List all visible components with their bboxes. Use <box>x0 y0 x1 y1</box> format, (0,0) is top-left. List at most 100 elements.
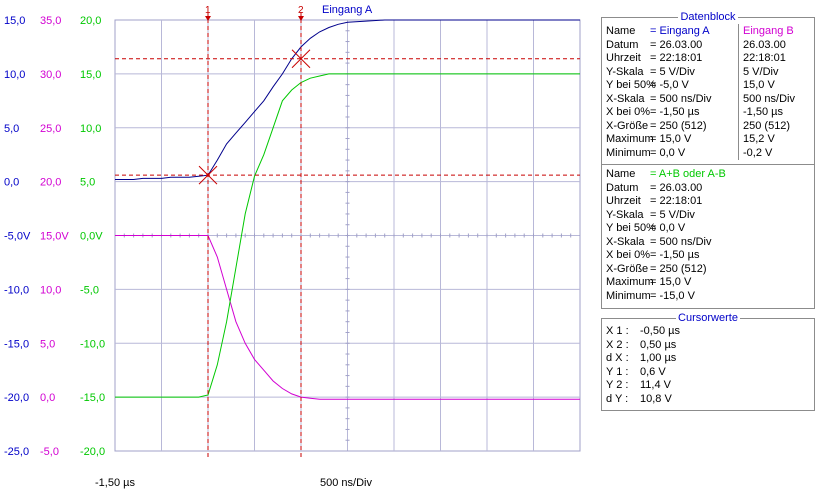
y-tick-label-magenta: 25,0 <box>40 123 61 135</box>
datenblock-label: Y bei 50% <box>606 222 656 234</box>
y-tick-label-blue: -20,0 <box>4 392 29 404</box>
datenblock-value-b: 15,0 V <box>743 79 775 91</box>
y-tick-label-magenta: 35,0 <box>40 15 61 27</box>
datenblock-value-b: 22:18:01 <box>743 52 786 64</box>
cursor-value-label: d X : <box>606 352 629 364</box>
datenblock-label: X-Skala <box>606 235 645 248</box>
datenblock-value-a: = 15,0 V <box>650 133 692 145</box>
y-tick-label-blue: 15,0 <box>4 15 25 27</box>
datenblock-value-a: = -1,50 µs <box>650 106 700 118</box>
datenblock-label: X-Größe <box>606 262 649 275</box>
y-tick-label-blue: -15,0 <box>4 338 29 350</box>
datenblock-value-math: = 5 V/Div <box>650 208 695 221</box>
cursorwerte-panel: Cursorwerte X 1 : -0,50 µs X 2 : 0,50 µs d … <box>601 312 815 411</box>
x-div-label: 500 ns/Div <box>320 477 372 489</box>
y-tick-label-green: 20,0 <box>80 15 101 27</box>
datenblock-value-math: = 15,0 V <box>650 276 692 288</box>
datenblock-value-a: = 0,0 V <box>650 146 686 159</box>
datenblock-value-a: = Eingang A <box>650 25 710 37</box>
y-tick-label-magenta: 5,0 <box>40 338 55 350</box>
datenblock-label: Maximum <box>606 276 654 288</box>
datenblock-value-a: = -5,0 V <box>650 79 689 91</box>
cursor-number-label: 1 <box>205 5 211 16</box>
datenblock-value-math: = 26.03.00 <box>650 181 703 194</box>
datenblock-label: Uhrzeit <box>606 52 641 64</box>
datenblock-value-b: 5 V/Div <box>743 65 779 78</box>
datenblock-value-b: -0,2 V <box>743 146 773 159</box>
datenblock-value-math: = -1,50 µs <box>650 249 700 261</box>
cursor-value: 1,00 µs <box>640 352 677 364</box>
cursor-value: 11,4 V <box>640 379 671 391</box>
datenblock-label: Uhrzeit <box>606 195 641 207</box>
y-tick-label-blue: -25,0 <box>4 446 29 458</box>
datenblock-label: Name <box>606 25 636 37</box>
datenblock-label: Minimum <box>606 146 651 159</box>
y-tick-label-green: 10,0 <box>80 123 101 135</box>
cursor-value: -0,50 µs <box>640 325 680 337</box>
cursor-marker <box>298 16 304 21</box>
y-tick-label-green: 0,0V <box>80 231 103 243</box>
trace-title: Eingang A <box>322 4 373 16</box>
datenblock-value-math: = -15,0 V <box>650 289 695 302</box>
y-tick-label-green: 5,0 <box>80 177 95 189</box>
datenblock-value-b: 250 (512) <box>743 119 791 132</box>
y-tick-label-blue: -10,0 <box>4 284 29 296</box>
trace-math <box>115 73 580 398</box>
cursor-value: 0,50 µs <box>640 338 677 351</box>
oscilloscope-plot[interactable]: 15,010,05,00,0-5,0V-10,0-15,0-20,0-25,03… <box>0 0 600 493</box>
y-tick-label-blue: -5,0V <box>4 231 31 243</box>
cursorwerte-title: Cursorwerte <box>676 312 740 324</box>
y-tick-label-magenta: 20,0 <box>40 177 61 189</box>
datenblock-value-b: 26.03.00 <box>743 38 786 51</box>
datenblock-value-a: = 250 (512) <box>650 119 707 132</box>
datenblock-label: X-Skala <box>606 92 645 105</box>
datenblock-value-a: = 5 V/Div <box>650 65 695 78</box>
datenblock-label: Minimum <box>606 289 651 302</box>
cursor-value: 0,6 V <box>640 365 666 378</box>
cursor-cross <box>198 165 218 185</box>
datenblock-panel: Datenblock Name = Eingang A Eingang B Datum… <box>601 11 815 309</box>
y-tick-label-magenta: 0,0 <box>40 392 55 404</box>
x-start-label: -1,50 µs <box>95 477 135 489</box>
datenblock-value-b: 15,2 V <box>743 133 775 145</box>
datenblock-value-math: = 250 (512) <box>650 262 707 275</box>
cursor-value-label: X 2 : <box>606 338 629 351</box>
cursor-marker <box>205 16 211 21</box>
datenblock-label: Name <box>606 168 636 180</box>
datenblock-label: Datum <box>606 38 639 51</box>
datenblock-label: X-Größe <box>606 119 649 132</box>
cursor-cross <box>291 49 311 69</box>
datenblock-label: X bei 0% <box>606 249 651 261</box>
y-tick-label-magenta: 30,0 <box>40 69 61 81</box>
y-tick-label-green: -20,0 <box>80 446 105 458</box>
datenblock-label: X bei 0% <box>606 106 651 118</box>
datenblock-value-math: = 500 ns/Div <box>650 235 712 248</box>
datenblock-label: Y bei 50% <box>606 79 656 91</box>
y-tick-label-green: -15,0 <box>80 392 105 404</box>
datenblock-title: Datenblock <box>678 11 738 23</box>
cursor-value-label: d Y : <box>606 392 629 405</box>
y-tick-label-green: -10,0 <box>80 338 105 350</box>
y-tick-label-magenta: -5,0 <box>40 446 59 458</box>
cursor-value-label: Y 2 : <box>606 379 629 391</box>
y-tick-label-magenta: 10,0 <box>40 284 61 296</box>
y-tick-label-blue: 0,0 <box>4 177 19 189</box>
cursor-value-label: Y 1 : <box>606 365 629 378</box>
datenblock-value-math: = A+B oder A-B <box>650 168 726 180</box>
datenblock-value-b: 500 ns/Div <box>743 92 795 105</box>
datenblock-value-a: = 500 ns/Div <box>650 92 712 105</box>
y-tick-label-blue: 5,0 <box>4 123 19 135</box>
trace-b <box>115 235 580 400</box>
y-tick-label-blue: 10,0 <box>4 69 25 81</box>
cursor-value-label: X 1 : <box>606 325 629 337</box>
datenblock-value-a: = 22:18:01 <box>650 52 703 64</box>
datenblock-value-b: Eingang B <box>743 25 794 37</box>
datenblock-value-math: = 22:18:01 <box>650 195 703 207</box>
datenblock-label: Maximum <box>606 133 654 145</box>
datenblock-label: Datum <box>606 181 639 194</box>
y-tick-label-green: -5,0 <box>80 284 99 296</box>
datenblock-value-a: = 26.03.00 <box>650 38 703 51</box>
datenblock-value-b: -1,50 µs <box>743 106 783 118</box>
datenblock-label: Y-Skala <box>606 65 644 78</box>
y-tick-label-magenta: 15,0V <box>40 231 69 243</box>
